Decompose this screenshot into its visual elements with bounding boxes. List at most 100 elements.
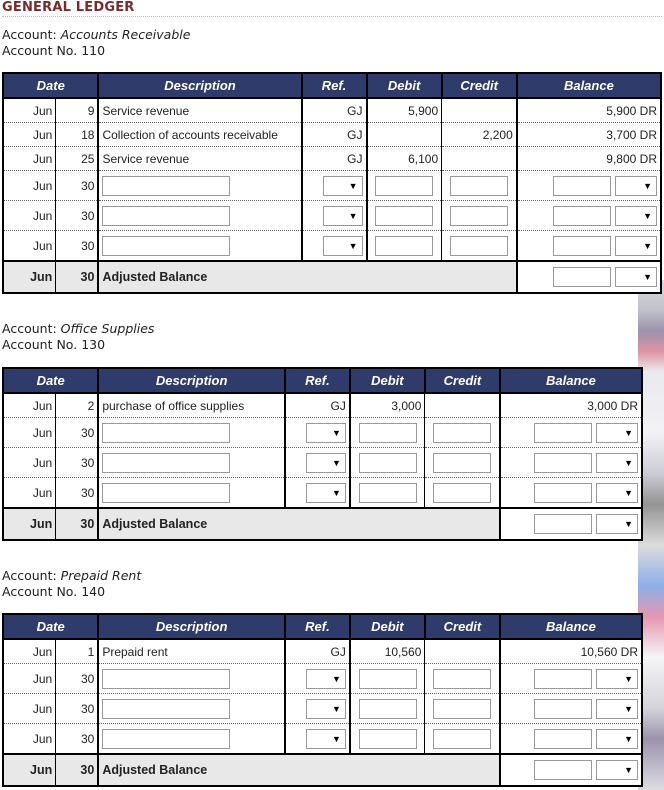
month-cell: Jun xyxy=(2,753,57,786)
credit-input[interactable] xyxy=(449,235,508,256)
adjusted-balance-input[interactable] xyxy=(534,760,592,780)
month-cell: Jun xyxy=(2,663,57,694)
balance-side-select[interactable]: ▼ xyxy=(596,422,638,443)
ref-select[interactable]: ▼ xyxy=(322,205,363,226)
balance-cell: 10,560 DR xyxy=(499,639,643,664)
adjusted-balance-row: Jun 30 Adjusted Balance ▼ xyxy=(2,507,643,540)
debit-cell: 10,560 xyxy=(349,639,426,664)
ref-select[interactable]: ▼ xyxy=(305,728,346,749)
balance-side-select[interactable]: ▼ xyxy=(615,235,657,256)
description-input[interactable] xyxy=(102,205,231,226)
header-row: Date Description Ref. Debit Credit Balance xyxy=(1,614,644,640)
chevron-down-icon: ▼ xyxy=(624,733,633,744)
description-input[interactable] xyxy=(102,482,231,503)
debit-input[interactable] xyxy=(358,482,417,503)
adjusted-balance-side-select[interactable]: ▼ xyxy=(596,760,638,780)
input-row: Jun 30 ▼ ▼ xyxy=(2,693,643,724)
chevron-down-icon: ▼ xyxy=(331,673,341,684)
debit-input[interactable] xyxy=(375,235,434,256)
description-input[interactable] xyxy=(102,668,231,689)
table-row: Jun 18 Collection of accounts receivable GJ… xyxy=(2,122,662,147)
chevron-down-icon: ▼ xyxy=(624,673,633,684)
description-input[interactable] xyxy=(102,422,231,443)
description-input[interactable] xyxy=(102,175,231,196)
credit-input[interactable] xyxy=(449,205,508,226)
account-label: Account: xyxy=(2,568,57,583)
credit-input[interactable] xyxy=(433,422,492,443)
balance-side-select[interactable]: ▼ xyxy=(596,452,638,473)
balance-side-select[interactable]: ▼ xyxy=(596,728,638,749)
description-input[interactable] xyxy=(102,452,231,473)
balance-input[interactable] xyxy=(534,728,592,749)
month-cell: Jun xyxy=(2,122,57,147)
balance-side-select[interactable]: ▼ xyxy=(596,482,638,503)
account-number-label: Account No. xyxy=(2,337,78,352)
balance-side-select[interactable]: ▼ xyxy=(596,668,638,689)
balance-input[interactable] xyxy=(534,452,592,473)
balance-cell: 3,700 DR xyxy=(516,122,662,147)
debit-input[interactable] xyxy=(375,175,434,196)
header-ref: Ref. xyxy=(283,614,351,640)
debit-input[interactable] xyxy=(358,728,417,749)
month-cell: Jun xyxy=(2,507,57,540)
balance-input[interactable] xyxy=(534,668,592,689)
balance-input[interactable] xyxy=(534,482,592,503)
credit-cell xyxy=(424,393,501,418)
chevron-down-icon: ▼ xyxy=(643,180,652,191)
ref-select[interactable]: ▼ xyxy=(305,668,346,689)
adjusted-balance-side-select[interactable]: ▼ xyxy=(615,267,657,287)
month-cell: Jun xyxy=(2,260,57,293)
ledger-table: Date Description Ref. Debit Credit Balance Jun… xyxy=(1,367,644,541)
balance-input[interactable] xyxy=(553,205,611,226)
balance-side-select[interactable]: ▼ xyxy=(615,205,657,226)
ref-select[interactable]: ▼ xyxy=(305,422,346,443)
header-debit: Debit xyxy=(348,368,426,394)
header-row: Date Description Ref. Debit Credit Balance xyxy=(1,368,644,394)
account-name: Prepaid Rent xyxy=(60,568,142,583)
ref-select[interactable]: ▼ xyxy=(305,698,346,719)
balance-input[interactable] xyxy=(534,422,592,443)
description-input[interactable] xyxy=(102,698,231,719)
credit-input[interactable] xyxy=(449,175,508,196)
balance-input[interactable] xyxy=(553,235,611,256)
ref-cell: GJ xyxy=(301,98,368,123)
ref-select[interactable]: ▼ xyxy=(305,482,346,503)
account-header: Account: Accounts Receivable Account No.… xyxy=(2,27,190,59)
credit-input[interactable] xyxy=(433,482,492,503)
adjusted-balance-side-select[interactable]: ▼ xyxy=(596,514,638,534)
description-cell: purchase of office supplies xyxy=(97,393,286,418)
chevron-down-icon: ▼ xyxy=(331,427,341,438)
description-input[interactable] xyxy=(102,235,231,256)
debit-input[interactable] xyxy=(358,698,417,719)
debit-input[interactable] xyxy=(358,452,417,473)
account-header: Account: Prepaid Rent Account No. 140 xyxy=(2,568,141,600)
input-row: Jun 30 ▼ ▼ xyxy=(2,723,643,755)
credit-input[interactable] xyxy=(433,698,492,719)
credit-input[interactable] xyxy=(433,452,492,473)
ref-select[interactable]: ▼ xyxy=(305,452,346,473)
input-row: Jun 30 ▼ ▼ xyxy=(2,200,662,231)
debit-input[interactable] xyxy=(358,422,417,443)
input-row: Jun 30 ▼ ▼ xyxy=(2,170,662,201)
balance-input[interactable] xyxy=(534,698,592,719)
balance-side-select[interactable]: ▼ xyxy=(615,175,657,196)
adjusted-balance-input[interactable] xyxy=(553,267,611,287)
debit-input[interactable] xyxy=(375,205,434,226)
ref-select[interactable]: ▼ xyxy=(322,175,363,196)
balance-input[interactable] xyxy=(553,175,611,196)
chevron-down-icon: ▼ xyxy=(348,210,358,221)
ref-select[interactable]: ▼ xyxy=(322,235,363,256)
credit-cell xyxy=(424,639,501,664)
header-description: Description xyxy=(97,73,303,99)
adjusted-balance-input[interactable] xyxy=(534,514,592,534)
day-cell: 30 xyxy=(55,230,100,262)
description-input[interactable] xyxy=(102,728,231,749)
credit-input[interactable] xyxy=(433,728,492,749)
description-cell: Service revenue xyxy=(97,146,303,171)
header-balance: Balance xyxy=(498,368,644,394)
debit-cell: 3,000 xyxy=(349,393,426,418)
balance-cell: 9,800 DR xyxy=(516,146,662,171)
balance-side-select[interactable]: ▼ xyxy=(596,698,638,719)
debit-input[interactable] xyxy=(358,668,417,689)
credit-input[interactable] xyxy=(433,668,492,689)
